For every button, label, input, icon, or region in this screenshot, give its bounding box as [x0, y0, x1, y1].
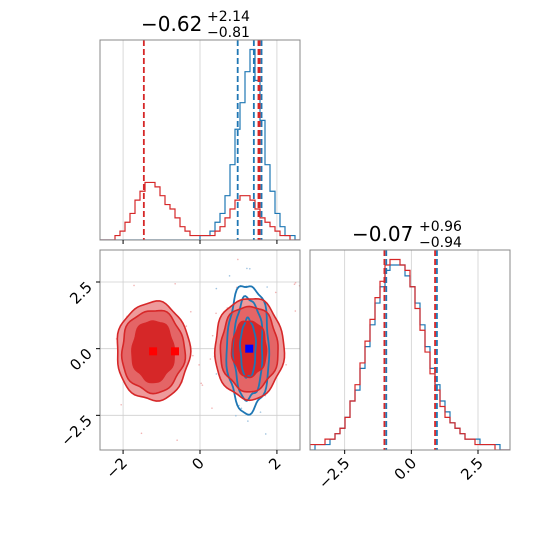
y-tick-label-joint: −2.5 — [57, 411, 95, 449]
scatter-point — [192, 354, 194, 357]
scatter-point — [189, 310, 192, 313]
contour-line-red — [219, 305, 279, 393]
scatter-point — [246, 267, 248, 270]
title-x-minus: −0.81 — [207, 25, 250, 41]
panel-frame — [309, 249, 511, 451]
scatter-point — [96, 325, 98, 327]
y-tick-label-joint: 0.0 — [66, 345, 96, 375]
scatter-point — [237, 258, 239, 261]
contour-line-red — [230, 320, 268, 379]
contour-line-blue — [239, 316, 257, 379]
marker-red — [171, 347, 179, 356]
scatter-point — [274, 291, 277, 294]
scatter-point — [215, 373, 218, 375]
scatter-point — [293, 283, 296, 286]
title-y-plus: +0.96 — [419, 219, 462, 235]
marker-blue — [245, 344, 254, 353]
scatter-point — [215, 287, 218, 290]
histogram-step-blue — [310, 264, 510, 450]
scatter-point — [201, 384, 204, 386]
x-tick-label-right: 2.5 — [457, 454, 487, 484]
scatter-point — [215, 312, 217, 315]
scatter-point — [200, 382, 203, 385]
scatter-point — [235, 414, 237, 417]
histogram-step-red — [100, 181, 300, 240]
title-x-plus: +2.14 — [207, 9, 250, 25]
scatter-point — [211, 334, 214, 337]
scatter-point — [228, 275, 231, 277]
scatter-point — [211, 407, 213, 409]
scatter-point — [285, 363, 287, 366]
x-tick-label-right: −2.5 — [315, 454, 353, 492]
joint-panel: −2 0 2 −2.5 0.0 2.5 — [57, 241, 316, 482]
scatter-point — [259, 411, 262, 413]
scatter-point — [294, 281, 297, 284]
contour-line-red — [213, 298, 286, 402]
contour-line-red — [120, 309, 187, 395]
x-tick-label-joint: −2 — [103, 454, 131, 482]
scatter-point — [264, 433, 267, 435]
histogram-step-red — [310, 258, 510, 450]
marginal-y-panel: −2.5 0.0 2.5 — [309, 249, 511, 493]
scatter-point — [174, 282, 176, 285]
scatter-point — [266, 286, 268, 288]
scatter-point — [314, 373, 316, 375]
y-tick-label-joint: 2.5 — [66, 278, 96, 308]
scatter-point — [185, 325, 188, 327]
title-y-minus: −0.94 — [419, 235, 462, 251]
scatter-point — [249, 268, 251, 270]
scatter-point — [176, 439, 178, 441]
scatter-point — [131, 241, 133, 243]
x-tick-label-joint: 0 — [188, 454, 207, 473]
scatter-point — [142, 466, 144, 468]
marginal-x-panel — [99, 39, 301, 244]
scatter-point — [198, 364, 200, 366]
scatter-point — [240, 407, 243, 410]
x-tick-label-right: 0.0 — [391, 454, 421, 484]
scatter-point — [209, 358, 212, 360]
marker-red — [149, 347, 158, 356]
scatter-point — [120, 403, 122, 406]
x-tick-label-joint: 2 — [265, 454, 284, 473]
scatter-point — [294, 310, 297, 312]
scatter-point — [133, 284, 135, 287]
scatter-point — [140, 432, 143, 435]
histogram-step-blue — [100, 48, 300, 240]
contour-line-red — [131, 320, 176, 384]
title-y-median: −0.07 — [352, 222, 413, 246]
contour-line-red — [116, 300, 192, 402]
joint-content — [96, 241, 316, 468]
title-y-marginal: −0.07 +0.96 −0.94 — [352, 219, 462, 251]
title-x-median: −0.62 — [141, 12, 202, 36]
title-x-marginal: −0.62 +2.14 −0.81 — [141, 9, 250, 41]
scatter-point — [247, 420, 249, 422]
contour-line-blue — [225, 285, 271, 416]
